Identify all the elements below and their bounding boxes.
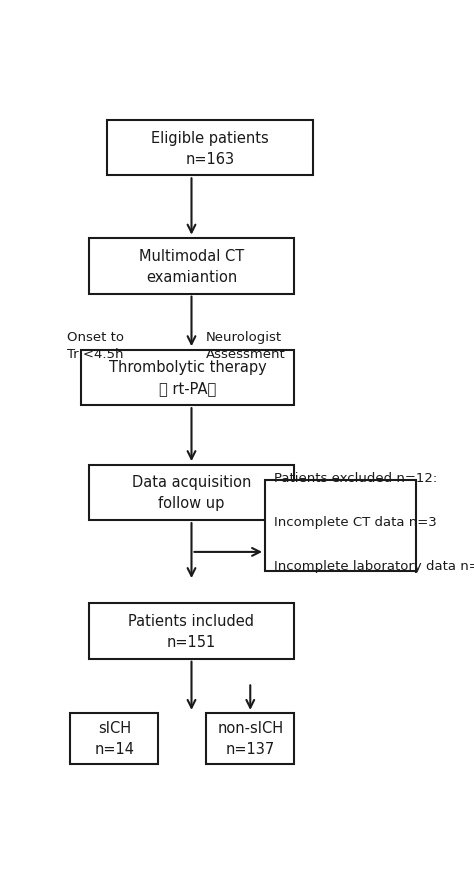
Bar — [265, 480, 416, 571]
Text: Multimodal CT
examiantion: Multimodal CT examiantion — [139, 249, 244, 285]
Bar — [107, 121, 313, 176]
Bar — [70, 713, 158, 764]
Bar — [89, 465, 294, 521]
Text: Thrombolytic therapy
（ rt-PA）: Thrombolytic therapy （ rt-PA） — [109, 360, 267, 396]
Text: Eligible patients
n=163: Eligible patients n=163 — [151, 131, 269, 167]
Bar — [89, 603, 294, 659]
Text: Data acquisition
follow up: Data acquisition follow up — [132, 474, 251, 510]
Bar — [82, 351, 294, 406]
Text: sICH
n=14: sICH n=14 — [94, 720, 134, 756]
Text: Patients excluded n=12:

Incomplete CT data n=3

Incomplete laboratory data n=9: Patients excluded n=12: Incomplete CT da… — [274, 472, 474, 573]
Bar — [206, 713, 294, 764]
Text: non-sICH
n=137: non-sICH n=137 — [217, 720, 283, 756]
Bar — [89, 239, 294, 295]
Text: Patients included
n=151: Patients included n=151 — [128, 613, 255, 649]
Text: Onset to
Tr <4.5h: Onset to Tr <4.5h — [66, 331, 124, 360]
Text: Neurologist
Assessment: Neurologist Assessment — [206, 331, 286, 360]
